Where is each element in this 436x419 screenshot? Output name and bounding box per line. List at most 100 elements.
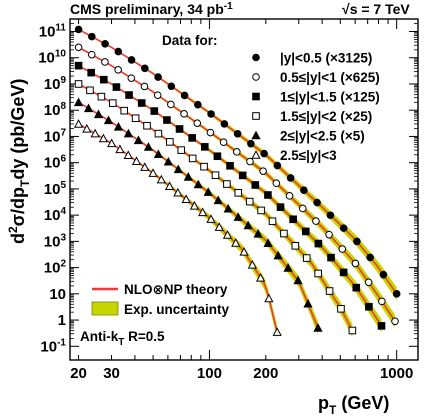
data-point-s4 (103, 115, 114, 125)
data-point-s4 (73, 97, 84, 107)
data-point-s2 (150, 107, 159, 115)
data-point-s3 (268, 217, 277, 226)
data-point-s2 (87, 68, 95, 77)
data-point-s4 (293, 275, 303, 285)
data-point-s5 (231, 238, 241, 247)
header-left: CMS preliminary, 34 pb-1 (70, 1, 233, 17)
data-point-s4 (153, 149, 164, 158)
data-point-s2 (112, 83, 121, 91)
data-point-s5 (264, 293, 274, 303)
legend-series-list: |y|<0.5 (×3125) 0.5≤|y|<1 (×625) 1≤|y|<1.5… (251, 51, 380, 163)
data-point-s0 (339, 224, 348, 232)
data-point-s0 (207, 110, 215, 118)
legend-marker-3 (252, 112, 260, 120)
legend-marker-4 (251, 130, 261, 140)
data-point-s1 (272, 179, 281, 188)
y-tick-label: 106 (44, 154, 67, 172)
data-point-s5 (214, 222, 224, 231)
data-point-s2 (213, 152, 222, 161)
data-point-s5 (90, 128, 100, 138)
data-point-s0 (88, 32, 96, 41)
legend-uncertainty-swatch (91, 301, 119, 316)
data-point-s4 (133, 135, 144, 145)
data-point-s3 (348, 326, 357, 335)
data-point-s1 (259, 167, 267, 175)
data-point-s1 (351, 259, 360, 268)
data-point-s0 (194, 100, 202, 109)
y-tick-label: 105 (44, 180, 67, 198)
legend: Data for: |y|<0.5 (×3125) 0.5≤|y|<1 (×625… (80, 33, 380, 348)
legend-label-3: 1.5≤|y|<2 (×25) (280, 109, 372, 124)
y-tick-label: 1 (58, 312, 66, 329)
data-point-s5 (148, 168, 158, 177)
y-tick-label: 102 (44, 259, 67, 277)
data-point-s5 (73, 119, 84, 128)
data-point-s1 (325, 230, 333, 239)
data-point-s1 (219, 138, 228, 147)
data-point-s5 (222, 230, 233, 239)
data-point-s4 (203, 187, 213, 196)
data-point-s3 (154, 129, 163, 138)
legend-label-4: 2≤|y|<2.5 (×5) (280, 129, 365, 144)
data-point-s4 (263, 238, 273, 247)
legend-theory-label: NLO⊗NP theory (124, 282, 228, 297)
data-point-s2 (377, 322, 386, 330)
data-point-s2 (365, 302, 373, 311)
data-point-s3 (200, 162, 208, 171)
data-point-s1 (127, 74, 136, 82)
data-point-s2 (100, 75, 108, 84)
data-point-s1 (298, 204, 307, 213)
data-point-s4 (173, 164, 183, 174)
data-point-s5 (115, 144, 125, 154)
data-point-s0 (233, 129, 242, 138)
data-point-s3 (337, 304, 345, 313)
data-point-s4 (253, 228, 263, 238)
y-tick-label: 10-1 (40, 337, 66, 355)
data-point-s4 (313, 323, 323, 332)
data-point-s5 (189, 200, 200, 210)
y-tick-label: 108 (44, 101, 67, 119)
data-point-s3 (234, 189, 243, 197)
data-point-s2 (125, 91, 133, 99)
data-point-s2 (163, 116, 171, 124)
plot-frame (69, 18, 419, 361)
data-point-s4 (233, 212, 243, 221)
data-point-s4 (113, 121, 124, 131)
y-tick-label: 10 (49, 286, 66, 303)
data-point-s5 (173, 187, 183, 197)
data-point-s0 (154, 73, 162, 81)
data-point-s1 (193, 119, 202, 127)
data-point-s4 (93, 109, 104, 119)
data-point-s0 (180, 91, 189, 100)
data-point-s1 (206, 128, 215, 137)
data-point-s4 (213, 195, 223, 205)
data-point-s5 (198, 207, 208, 217)
data-point-s0 (220, 120, 229, 128)
legend-label-1: 0.5≤|y|<1 (×625) (280, 70, 380, 85)
data-point-s1 (140, 82, 149, 91)
data-point-s2 (188, 134, 196, 142)
data-point-s3 (177, 146, 186, 154)
legend-marker-0 (252, 53, 260, 62)
legend-label-5: 2.5≤|y|<3 (280, 148, 337, 163)
y-tick-label: 109 (44, 75, 67, 93)
data-point-s1 (364, 278, 373, 287)
x-tick-label: 30 (103, 365, 120, 382)
data-point-s2 (327, 253, 335, 262)
data-point-s3 (291, 241, 300, 250)
legend-marker-2 (252, 92, 260, 101)
data-point-s2 (352, 283, 361, 292)
data-point-s2 (175, 125, 184, 133)
data-point-s5 (272, 327, 282, 336)
data-point-s0 (260, 149, 268, 158)
data-point-s3 (120, 106, 129, 115)
data-point-s1 (378, 297, 386, 306)
data-point-s0 (353, 237, 361, 246)
x-tick-label: 20 (70, 365, 87, 382)
y-tick-label: 107 (44, 127, 67, 145)
data-point-s1 (101, 58, 109, 66)
data-point-s3 (211, 171, 220, 180)
data-point-s1 (87, 50, 96, 59)
data-point-s0 (379, 270, 388, 279)
